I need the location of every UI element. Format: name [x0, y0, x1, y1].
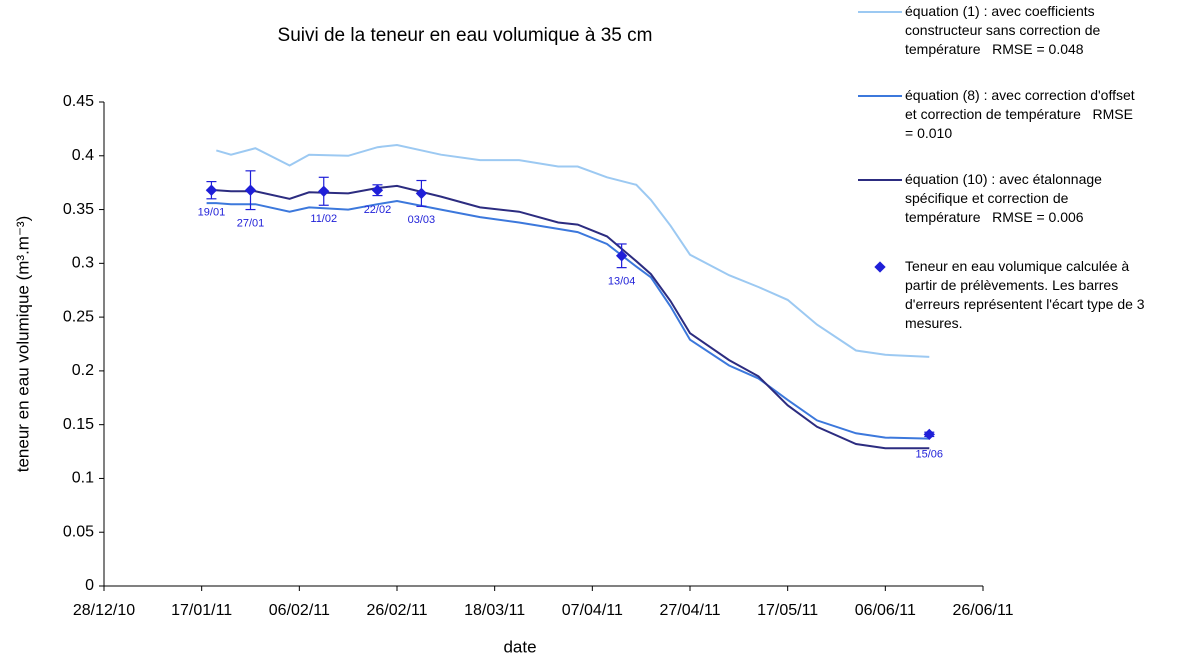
- x-tick-label: 26/06/11: [952, 602, 1013, 619]
- x-tick-label: 17/05/11: [757, 602, 818, 619]
- point: [318, 185, 330, 197]
- legend-entry: équation (8) : avec correction d'offset …: [905, 87, 1139, 141]
- x-tick-label: 28/12/10: [73, 602, 135, 619]
- point: [415, 187, 428, 200]
- point: [615, 250, 628, 262]
- x-tick-label: 07/04/11: [562, 602, 623, 619]
- chart-title: Suivi de la teneur en eau volumique à 35…: [278, 25, 653, 46]
- x-axis-label: date: [503, 637, 536, 656]
- y-tick-label: 0.15: [63, 416, 94, 433]
- x-tick-label: 27/04/11: [659, 602, 720, 619]
- y-tick-label: 0.25: [63, 308, 94, 325]
- y-tick-label: 0.35: [63, 201, 94, 218]
- x-tick-label: 06/02/11: [269, 602, 330, 619]
- y-tick-label: 0.2: [72, 362, 94, 379]
- point: [923, 428, 935, 441]
- legend-entry: équation (1) : avec coefficients constru…: [905, 3, 1105, 57]
- y-tick-label: 0: [85, 577, 94, 594]
- y-tick-label: 0.45: [63, 93, 94, 110]
- point-label: 11/02: [310, 213, 337, 225]
- x-tick-label: 26/02/11: [366, 602, 427, 619]
- y-axis-label: teneur en eau volumique (m³.m⁻³): [13, 216, 32, 473]
- y-tick-label: 0.05: [63, 523, 94, 540]
- x-tick-label: 17/01/11: [171, 602, 232, 619]
- point: [205, 184, 218, 196]
- point-label: 22/02: [364, 204, 392, 216]
- point-label: 03/03: [408, 214, 436, 226]
- series-line: [206, 184, 930, 450]
- point-label: 15/06: [916, 448, 944, 460]
- point-label: 27/01: [237, 217, 265, 229]
- point: [244, 184, 257, 196]
- x-tick-label: 06/06/11: [855, 602, 916, 619]
- legend-entry: équation (10) : avec étalonnage spécifiq…: [905, 171, 1106, 225]
- x-tick-label: 18/03/11: [464, 602, 525, 619]
- y-tick-label: 0.3: [72, 255, 94, 272]
- series-line: [206, 199, 930, 440]
- y-tick-label: 0.1: [72, 470, 94, 487]
- legend-swatch: [874, 261, 886, 273]
- point-label: 13/04: [608, 276, 636, 288]
- legend-entry: Teneur en eau volumique calculée à parti…: [905, 258, 1149, 331]
- point: [371, 184, 384, 196]
- y-tick-label: 0.4: [72, 147, 94, 164]
- point-label: 19/01: [198, 207, 226, 219]
- series-line: [216, 143, 930, 358]
